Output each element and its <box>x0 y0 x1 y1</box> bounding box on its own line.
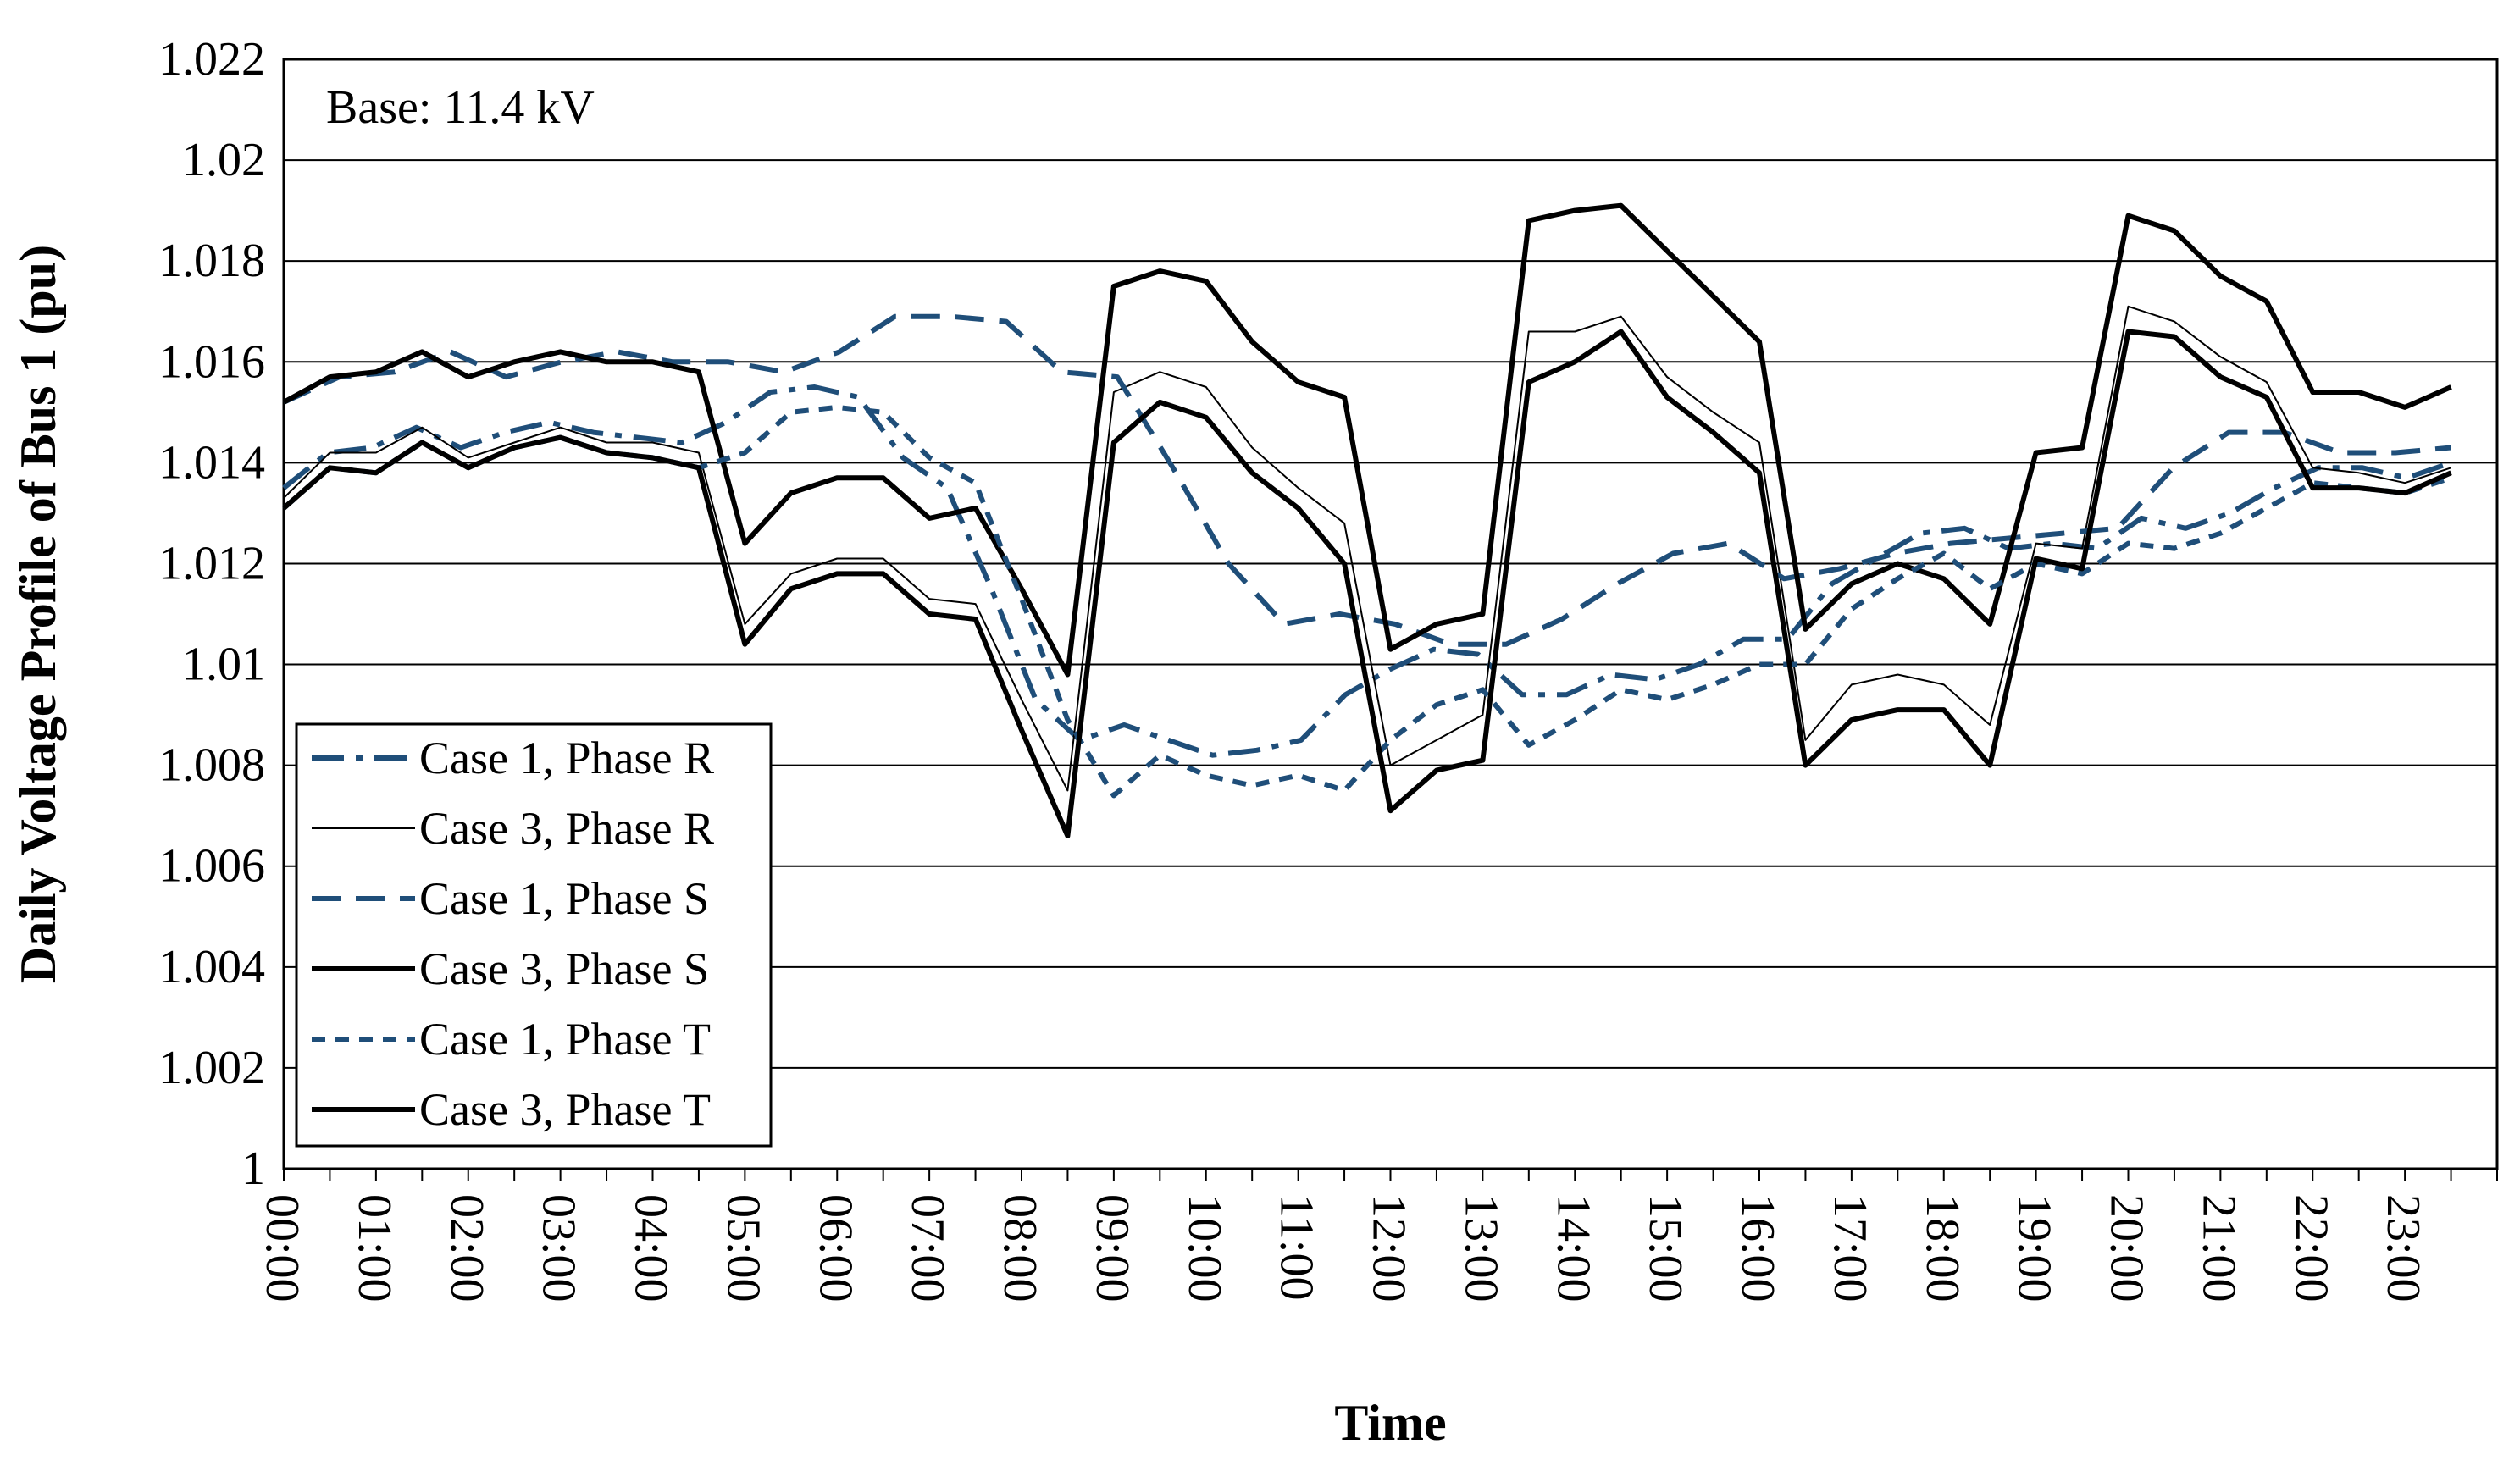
y-tick-label: 1.006 <box>158 840 265 893</box>
x-tick-label: 20:00 <box>2101 1194 2153 1303</box>
y-tick-label: 1.008 <box>158 739 265 792</box>
series-layer <box>282 202 2452 838</box>
y-axis-ticks: 1 1.002 1.004 1.006 1.008 1.01 1.012 1.014 1.016… <box>158 33 265 1195</box>
x-tick-label: 01:00 <box>348 1194 401 1303</box>
legend-label: Case 1, Phase T <box>419 1014 711 1065</box>
y-tick-label: 1.014 <box>158 436 265 489</box>
y-axis-title: Daily Voltage Profile of Bus 1 (pu) <box>10 245 66 983</box>
x-tick-label: 09:00 <box>1086 1194 1138 1303</box>
x-tick-label: 18:00 <box>1916 1194 1969 1303</box>
x-axis-title: Time <box>1334 1395 1446 1451</box>
x-tick-label: 10:00 <box>1178 1194 1231 1303</box>
y-tick-label: 1.018 <box>158 235 265 287</box>
x-tick-label: 07:00 <box>901 1194 954 1303</box>
series-line-2 <box>283 305 2451 792</box>
x-tick-label: 05:00 <box>717 1194 769 1303</box>
legend-label: Case 1, Phase S <box>419 873 709 924</box>
x-tick-label: 02:00 <box>440 1194 493 1303</box>
x-tick-label: 15:00 <box>1639 1194 1692 1303</box>
y-tick-label: 1.022 <box>158 33 265 86</box>
y-tick-label: 1 <box>241 1142 265 1195</box>
legend-label: Case 3, Phase S <box>419 943 709 994</box>
x-tick-label: 03:00 <box>533 1194 585 1303</box>
legend-label: Case 3, Phase R <box>419 803 714 854</box>
x-tick-label: 23:00 <box>2377 1194 2429 1303</box>
legend-label: Case 3, Phase T <box>419 1084 711 1135</box>
y-tick-label: 1.016 <box>158 335 265 388</box>
x-tick-label: 11:00 <box>1271 1194 1323 1300</box>
y-tick-label: 1.01 <box>182 639 265 691</box>
x-tick-label: 19:00 <box>2008 1194 2061 1303</box>
legend-label: Case 1, Phase R <box>419 733 714 783</box>
series-line-1 <box>282 384 2452 758</box>
base-voltage-annotation: Base: 11.4 kV <box>326 81 595 134</box>
series-line-6 <box>282 329 2452 838</box>
y-tick-label: 1.012 <box>158 537 265 589</box>
x-tick-label: 17:00 <box>1824 1194 1876 1303</box>
y-tick-label: 1.002 <box>158 1042 265 1094</box>
legend-box <box>295 722 773 1148</box>
x-tick-label: 14:00 <box>1547 1194 1599 1303</box>
x-tick-label: 08:00 <box>994 1194 1046 1303</box>
x-tick-label: 00:00 <box>256 1194 308 1303</box>
x-tick-label: 12:00 <box>1363 1194 1415 1303</box>
x-tick-label: 04:00 <box>625 1194 678 1303</box>
x-tick-label: 13:00 <box>1454 1194 1507 1303</box>
x-tick-label: 22:00 <box>2285 1194 2337 1303</box>
y-tick-label: 1.004 <box>158 941 265 993</box>
x-tick-label: 16:00 <box>1731 1194 1784 1303</box>
legend: Case 1, Phase R Case 3, Phase R Case 1, Ph… <box>295 722 773 1148</box>
x-axis-ticks: 00:00 01:00 02:00 03:00 04:00 05:00 06:00 07:00… <box>256 1169 2498 1303</box>
series-line-5 <box>282 404 2452 799</box>
y-tick-label: 1.02 <box>182 134 265 186</box>
series-line-3 <box>282 313 2451 647</box>
series-line-4 <box>282 202 2452 678</box>
x-tick-label: 06:00 <box>809 1194 861 1303</box>
x-tick-label: 21:00 <box>2192 1194 2245 1303</box>
